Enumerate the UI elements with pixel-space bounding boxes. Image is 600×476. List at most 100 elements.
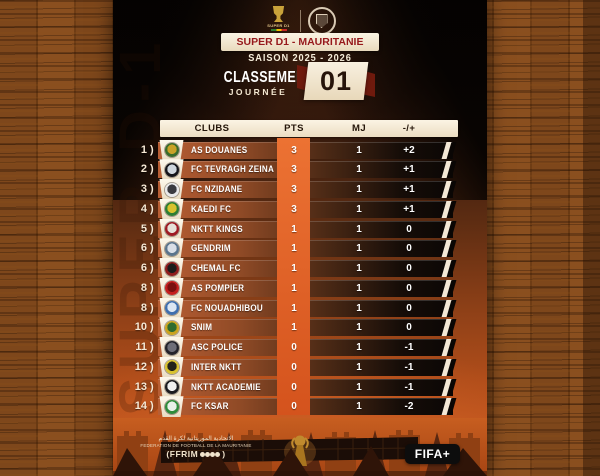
matches-played-value: 1 xyxy=(356,223,362,235)
header-logos: SUPER D1 xyxy=(113,6,487,36)
matches-played-value: 1 xyxy=(356,401,362,413)
club-logo-badge xyxy=(159,218,184,240)
club-logo-badge xyxy=(159,396,184,418)
goal-difference-value: +2 xyxy=(403,144,415,156)
rank-bracket: ) xyxy=(150,222,154,235)
rank-number: 6 xyxy=(140,262,147,274)
rank-bracket: ) xyxy=(150,380,154,393)
club-logo-badge xyxy=(159,159,184,181)
fc-nouadhibou-crest-icon xyxy=(164,301,179,315)
table-row: 8) AS POMPIER 1 1 0 xyxy=(113,277,487,299)
points-value: 0 xyxy=(291,401,297,413)
club-name: NKTT ACADEMIE xyxy=(191,381,261,393)
classement-title: CLASSEMENT xyxy=(223,69,314,86)
rank-number: 4 xyxy=(140,202,147,215)
standings-poster: SUPER D-1 SUPER D1 SUPER D1 - MAURITANIE… xyxy=(108,0,487,476)
table-row: 11) ASC POLICE 0 1 -1 xyxy=(113,337,487,358)
points-value: 1 xyxy=(291,282,297,294)
rank-number: 14 xyxy=(134,400,147,413)
trophy-icon xyxy=(272,6,285,22)
club-logo-badge xyxy=(159,317,184,339)
rank-number: 1 xyxy=(140,143,147,156)
social-icons xyxy=(200,449,221,459)
points-value: 3 xyxy=(291,164,297,176)
fc-ksar-crest-icon xyxy=(164,399,179,414)
league-title-banner: SUPER D1 - MAURITANIE xyxy=(221,33,379,51)
league-logo-text: SUPER D1 xyxy=(267,23,290,28)
table-row: 5) NKTT KINGS 1 1 0 xyxy=(113,218,487,240)
goal-difference-value: -2 xyxy=(404,401,414,413)
rank-number: 6 xyxy=(140,242,147,255)
points-value: 0 xyxy=(291,361,297,373)
club-name: FC TEVRAGH ZEINA xyxy=(191,164,275,176)
fc-nzidane-crest-icon xyxy=(164,182,179,197)
as-pompier-crest-icon xyxy=(164,281,179,296)
rank-number: 11 xyxy=(135,341,147,353)
points-value: 1 xyxy=(291,223,297,235)
column-header-mj: MJ xyxy=(352,123,366,134)
club-name: GENDRIM xyxy=(191,243,231,255)
youtube-icon xyxy=(215,452,221,457)
table-header: CLUBS PTS MJ -/+ xyxy=(160,120,458,137)
rank-number: 8 xyxy=(140,281,147,294)
journee-badge: 01 xyxy=(303,62,369,100)
club-name: AS POMPIER xyxy=(191,282,245,294)
club-logo-badge xyxy=(159,238,184,260)
club-name: KAEDI FC xyxy=(191,203,232,215)
club-name: FC KSAR xyxy=(191,401,229,413)
table-row: 10) SNIM 1 1 0 xyxy=(113,317,487,339)
matches-played-value: 1 xyxy=(356,263,362,274)
club-name: SNIM xyxy=(191,322,213,334)
table-row: 13) NKTT ACADEMIE 0 1 -1 xyxy=(113,376,487,398)
rank-bracket: ) xyxy=(150,341,154,353)
classement-block: CLASSEMENT JOURNÉE xyxy=(211,69,313,97)
rank-bracket: ) xyxy=(150,262,154,274)
rank-number: 5 xyxy=(140,222,147,235)
column-header-diff: -/+ xyxy=(402,123,416,134)
goal-difference-value: 0 xyxy=(406,322,412,334)
nktt-academie-crest-icon xyxy=(164,380,179,394)
fc-tevragh-zeina-crest-icon xyxy=(164,162,179,177)
super-d1-trophy-icon: SUPER D1 xyxy=(265,6,293,36)
rank-bracket: ) xyxy=(150,143,154,156)
twitter-icon xyxy=(205,452,211,457)
table-row: 4) KAEDI FC 3 1 +1 xyxy=(113,198,487,220)
federation-name-arabic: الاتحادية الموريتانية لكرة القدم xyxy=(158,436,234,442)
goal-difference-value: +1 xyxy=(403,184,415,195)
goal-difference-value: -1 xyxy=(404,342,414,353)
league-title: SUPER D1 - MAURITANIE xyxy=(236,36,364,48)
table-row: 6) GENDRIM 1 1 0 xyxy=(113,238,487,260)
column-header-pts: PTS xyxy=(284,123,304,134)
club-logo-badge xyxy=(159,139,184,161)
federation-name: FEDERATION DE FOOTBALL DE LA MAURITANIE xyxy=(140,443,252,448)
ffrim-social-line: (FFRIM ) xyxy=(135,449,257,459)
matches-played-value: 1 xyxy=(356,381,362,393)
matches-played-value: 1 xyxy=(356,203,362,215)
club-name: AS DOUANES xyxy=(191,144,248,156)
points-value: 3 xyxy=(291,203,297,215)
table-row: 14) FC KSAR 0 1 -2 xyxy=(113,396,487,418)
journee-badge-wrap: 01 xyxy=(297,62,375,100)
rank-bracket: ) xyxy=(150,281,154,294)
goal-difference-value: 0 xyxy=(406,302,412,314)
club-name: ASC POLICE xyxy=(191,342,243,353)
points-value: 1 xyxy=(291,243,297,255)
asc-police-crest-icon xyxy=(164,340,179,355)
snim-crest-icon xyxy=(164,320,179,335)
rank-number: 2 xyxy=(140,163,147,176)
fifa-plus-label: FIFA+ xyxy=(414,447,451,461)
club-logo-badge xyxy=(159,258,184,279)
club-name: CHEMAL FC xyxy=(191,263,241,274)
club-name: INTER NKTT xyxy=(191,361,242,373)
goal-difference-value: 0 xyxy=(406,243,412,255)
kaedi-fc-crest-icon xyxy=(164,202,179,217)
rank-bracket: ) xyxy=(150,163,154,176)
journee-label: JOURNÉE xyxy=(228,87,288,97)
table-row: 3) FC NZIDANE 3 1 +1 xyxy=(113,179,487,200)
goal-difference-value: -1 xyxy=(404,381,414,393)
rank-number: 10 xyxy=(134,321,147,334)
rank-bracket: ) xyxy=(150,400,154,413)
journee-number: 01 xyxy=(319,65,353,96)
points-value: 1 xyxy=(291,322,297,334)
